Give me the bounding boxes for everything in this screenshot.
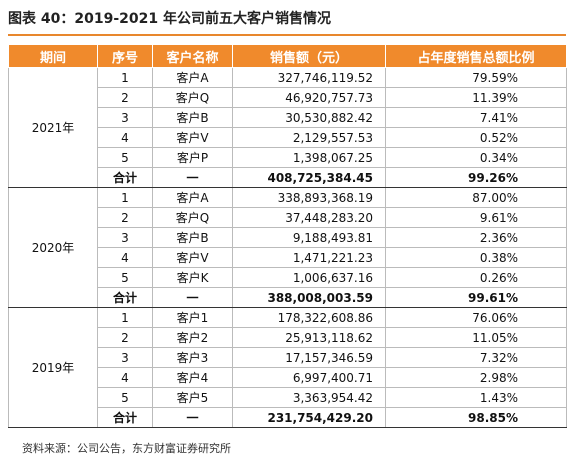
data-row: 2 客户2 25,913,118.62 11.05% xyxy=(9,327,567,348)
cell: 3 xyxy=(97,227,153,248)
cell: 2 xyxy=(97,207,153,228)
period-cell: 2021年 xyxy=(8,67,98,188)
cell: 25,913,118.62 xyxy=(232,327,386,348)
cell: 5 xyxy=(97,267,153,288)
cell: 1 xyxy=(97,187,153,208)
cell: 46,920,757.73 xyxy=(232,87,386,108)
cell: 2,129,557.53 xyxy=(232,127,386,148)
cell: 99.61% xyxy=(385,287,567,308)
cell: 客户V xyxy=(152,127,233,148)
cell: 一 xyxy=(152,407,233,428)
cell: 5 xyxy=(97,147,153,168)
cell: 1 xyxy=(97,307,153,328)
cell: 338,893,368.19 xyxy=(232,187,386,208)
title: 图表 40：2019-2021 年公司前五大客户销售情况 xyxy=(8,11,331,27)
header-cell: 期间 xyxy=(8,44,98,68)
cell: 231,754,429.20 xyxy=(232,407,386,428)
cell: 0.38% xyxy=(385,247,567,268)
cell: 客户Q xyxy=(152,87,233,108)
cell: 客户2 xyxy=(152,327,233,348)
total-row: 合计一 231,754,429.20 98.85% xyxy=(9,407,567,428)
title-rule xyxy=(8,34,566,36)
cell: 4 xyxy=(97,127,153,148)
cell: 408,725,384.45 xyxy=(232,167,386,188)
cell: 客户B xyxy=(152,227,233,248)
cell: 76.06% xyxy=(385,307,567,328)
cell: 6,997,400.71 xyxy=(232,367,386,388)
cell: 11.39% xyxy=(385,87,567,108)
cell: 合计 xyxy=(97,407,153,428)
cell: 客户V xyxy=(152,247,233,268)
cell: 一 xyxy=(152,287,233,308)
cell: 4 xyxy=(97,367,153,388)
cell: 一 xyxy=(152,167,233,188)
cell: 37,448,283.20 xyxy=(232,207,386,228)
cell: 3,363,954.42 xyxy=(232,387,386,408)
cell: 11.05% xyxy=(385,327,567,348)
cell: 0.26% xyxy=(385,267,567,288)
header-row: 期间 序号 客户名称 销售额（元） 占年度销售总额比例 xyxy=(8,44,567,68)
data-row: 2019年 1 客户1 178,322,608.86 76.06% xyxy=(8,307,567,428)
cell: 客户5 xyxy=(152,387,233,408)
cell: 99.26% xyxy=(385,167,567,188)
period-cell: 2019年 xyxy=(8,307,98,428)
cell: 7.41% xyxy=(385,107,567,128)
cell: 2 xyxy=(97,327,153,348)
data-row: 5 客户P 1,398,067.25 0.34% xyxy=(9,147,567,168)
data-row: 5 客户5 3,363,954.42 1.43% xyxy=(9,387,567,408)
cell: 4 xyxy=(97,247,153,268)
cell: 0.34% xyxy=(385,147,567,168)
cell: 0.52% xyxy=(385,127,567,148)
cell: 客户A xyxy=(152,67,233,88)
source: 资料来源：公司公告，东方财富证券研究所 xyxy=(22,442,231,455)
cell: 178,322,608.86 xyxy=(232,307,386,328)
period-cell: 2020年 xyxy=(8,187,98,308)
cell: 2.36% xyxy=(385,227,567,248)
cell: 1,471,221.23 xyxy=(232,247,386,268)
header-cell: 客户名称 xyxy=(152,44,233,68)
data-row: 2021年 1 客户A 327,746,119.52 79.59% xyxy=(8,67,567,188)
cell: 9,188,493.81 xyxy=(232,227,386,248)
data-row: 3 客户B 9,188,493.81 2.36% xyxy=(9,227,567,248)
cell: 客户A xyxy=(152,187,233,208)
cell: 1.43% xyxy=(385,387,567,408)
sales-table: 期间 序号 客户名称 销售额（元） 占年度销售总额比例 2021年 1 客户A 327,746… xyxy=(8,44,567,428)
cell: 3 xyxy=(97,347,153,368)
cell: 5 xyxy=(97,387,153,408)
cell: 7.32% xyxy=(385,347,567,368)
cell: 客户K xyxy=(152,267,233,288)
cell: 合计 xyxy=(97,167,153,188)
header-cell: 占年度销售总额比例 xyxy=(385,44,567,68)
header-cell: 销售额（元） xyxy=(232,44,386,68)
cell: 1 xyxy=(97,67,153,88)
cell: 30,530,882.42 xyxy=(232,107,386,128)
cell: 17,157,346.59 xyxy=(232,347,386,368)
total-row: 合计一 388,008,003.59 99.61% xyxy=(9,287,567,308)
cell: 客户Q xyxy=(152,207,233,228)
cell: 客户B xyxy=(152,107,233,128)
cell: 客户P xyxy=(152,147,233,168)
cell: 1,006,637.16 xyxy=(232,267,386,288)
header-cell: 序号 xyxy=(97,44,153,68)
cell: 3 xyxy=(97,107,153,128)
cell: 79.59% xyxy=(385,67,567,88)
cell: 2 xyxy=(97,87,153,108)
cell: 327,746,119.52 xyxy=(232,67,386,88)
cell: 87.00% xyxy=(385,187,567,208)
cell: 1,398,067.25 xyxy=(232,147,386,168)
cell: 合计 xyxy=(97,287,153,308)
data-row: 2020年 1 客户A 338,893,368.19 87.00% xyxy=(8,187,567,308)
cell: 客户1 xyxy=(152,307,233,328)
data-row: 2 客户Q 37,448,283.20 9.61% xyxy=(9,207,567,228)
cell: 客户3 xyxy=(152,347,233,368)
cell: 2.98% xyxy=(385,367,567,388)
cell: 98.85% xyxy=(385,407,567,428)
cell: 388,008,003.59 xyxy=(232,287,386,308)
cell: 9.61% xyxy=(385,207,567,228)
cell: 客户4 xyxy=(152,367,233,388)
